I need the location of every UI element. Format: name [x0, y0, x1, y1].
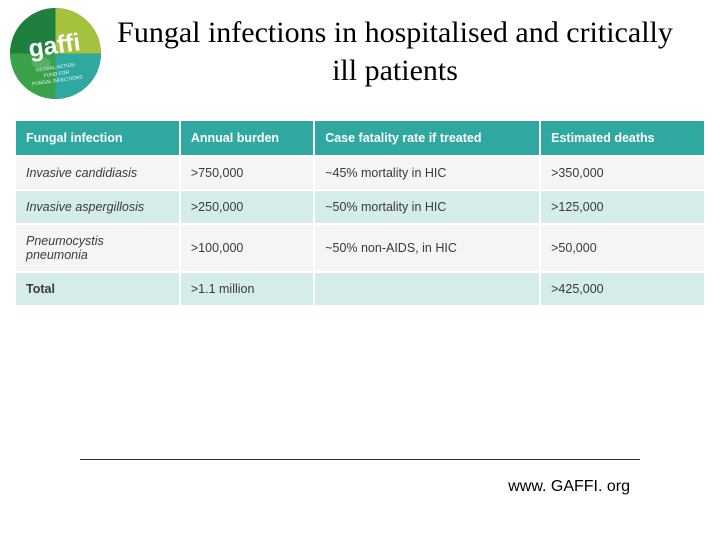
- table-row: Pneumocystis pneumonia >100,000 ~50% non…: [16, 225, 704, 271]
- col-header-deaths: Estimated deaths: [541, 121, 704, 155]
- col-header-infection: Fungal infection: [16, 121, 179, 155]
- table-row: Invasive candidiasis >750,000 ~45% morta…: [16, 157, 704, 189]
- cell-cfr: ~50% non-AIDS, in HIC: [315, 225, 539, 271]
- cell-infection: Total: [16, 273, 179, 305]
- fungal-infections-table: Fungal infection Annual burden Case fata…: [14, 119, 706, 307]
- cell-burden: >100,000: [181, 225, 313, 271]
- gaffi-logo: gaffi GLOBAL ACTION FUND FOR FUNGAL INFE…: [8, 6, 103, 101]
- cell-burden: >1.1 million: [181, 273, 313, 305]
- table-row-total: Total >1.1 million >425,000: [16, 273, 704, 305]
- cell-cfr: ~50% mortality in HIC: [315, 191, 539, 223]
- data-table-container: Fungal infection Annual burden Case fata…: [14, 119, 706, 307]
- cell-deaths: >350,000: [541, 157, 704, 189]
- divider-line: [80, 459, 640, 460]
- cell-cfr: ~45% mortality in HIC: [315, 157, 539, 189]
- slide-title: Fungal infections in hospitalised and cr…: [0, 0, 720, 89]
- cell-burden: >250,000: [181, 191, 313, 223]
- cell-deaths: >125,000: [541, 191, 704, 223]
- cell-burden: >750,000: [181, 157, 313, 189]
- footer-url: www. GAFFI. org: [508, 478, 630, 496]
- cell-infection: Invasive candidiasis: [16, 157, 179, 189]
- cell-infection: Invasive aspergillosis: [16, 191, 179, 223]
- cell-cfr: [315, 273, 539, 305]
- cell-deaths: >425,000: [541, 273, 704, 305]
- table-row: Invasive aspergillosis >250,000 ~50% mor…: [16, 191, 704, 223]
- cell-deaths: >50,000: [541, 225, 704, 271]
- col-header-cfr: Case fatality rate if treated: [315, 121, 539, 155]
- cell-infection: Pneumocystis pneumonia: [16, 225, 179, 271]
- table-header-row: Fungal infection Annual burden Case fata…: [16, 121, 704, 155]
- col-header-burden: Annual burden: [181, 121, 313, 155]
